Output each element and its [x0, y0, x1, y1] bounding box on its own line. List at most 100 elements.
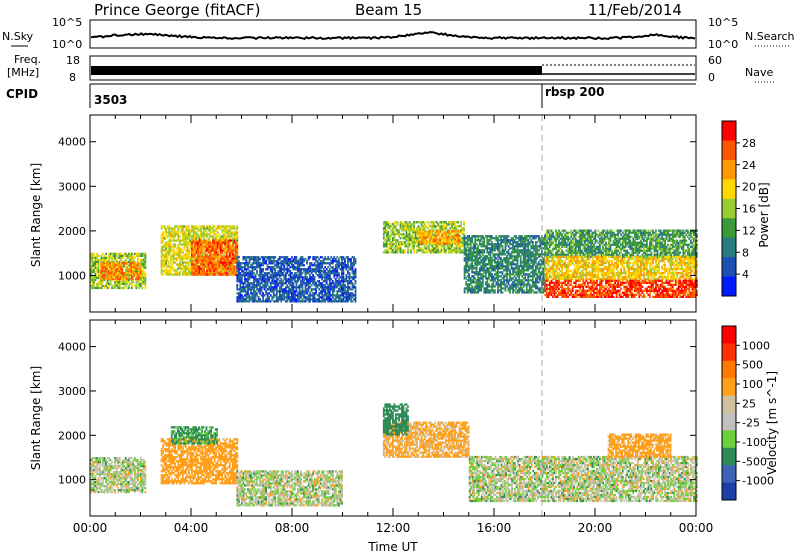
data-cell [306, 288, 308, 291]
data-cell [192, 241, 195, 244]
data-cell [184, 257, 187, 260]
data-cell [336, 260, 339, 263]
data-cell [253, 282, 255, 285]
data-cell [336, 262, 339, 265]
data-cell [334, 282, 337, 285]
data-cell [390, 251, 393, 254]
data-cell [461, 245, 464, 248]
data-cell [512, 273, 514, 276]
data-cell [219, 243, 222, 246]
data-cell [272, 288, 275, 291]
data-cell [487, 259, 490, 262]
data-cell [307, 280, 310, 283]
data-cell [207, 225, 210, 228]
data-cell [171, 265, 174, 268]
data-cell [429, 251, 432, 254]
data-cell [494, 269, 496, 272]
data-cell [115, 284, 118, 288]
data-cell [472, 253, 475, 256]
nsearch-label: N.Search [745, 30, 795, 43]
data-cell [330, 288, 333, 291]
data-cell [171, 249, 174, 252]
data-cell [402, 243, 405, 246]
data-cell [324, 290, 327, 293]
data-cell [254, 298, 257, 301]
data-cell [141, 258, 144, 261]
data-cell [100, 256, 103, 259]
data-cell [218, 241, 221, 244]
data-cell [494, 255, 496, 258]
data-cell [135, 254, 138, 257]
data-cell [274, 286, 277, 289]
data-cell [96, 276, 98, 280]
data-cell [513, 281, 516, 284]
data-cell [405, 223, 408, 226]
data-cell [213, 259, 216, 262]
data-cell [94, 278, 97, 282]
data-cell [188, 233, 190, 236]
data-cell [402, 223, 405, 226]
data-cell [189, 245, 192, 248]
data-cell [283, 294, 286, 297]
data-cell [125, 275, 128, 279]
data-cell [309, 264, 311, 267]
data-cell [188, 227, 190, 230]
data-cell [197, 249, 199, 252]
data-cell [298, 290, 301, 293]
data-cell [93, 284, 95, 288]
data-cell [90, 256, 92, 259]
data-cell [468, 253, 470, 256]
data-cell [130, 278, 133, 282]
data-cell [225, 229, 228, 232]
data-cell [342, 282, 345, 285]
data-cell [191, 261, 193, 264]
data-cell [512, 237, 514, 240]
data-cell [251, 288, 254, 291]
data-cell [354, 268, 357, 271]
data-cell [417, 249, 420, 252]
data-cell [234, 241, 237, 244]
date-label: 11/Feb/2014 [588, 1, 682, 19]
data-cell [216, 245, 219, 248]
data-cell [477, 247, 480, 250]
data-cell [457, 242, 460, 245]
data-cell [113, 273, 116, 277]
data-cell [385, 225, 388, 228]
data-cell [310, 288, 313, 291]
data-cell [112, 254, 115, 257]
data-cell [312, 270, 314, 273]
data-cell [213, 253, 216, 256]
data-cell [250, 298, 252, 301]
data-cell [203, 259, 205, 262]
data-cell [336, 264, 339, 267]
data-cell [177, 237, 180, 240]
data-cell [433, 238, 436, 241]
data-cell [192, 251, 195, 254]
data-cell [509, 269, 511, 272]
data-cell [416, 239, 418, 242]
data-cell [253, 256, 255, 259]
data-cell [256, 284, 258, 287]
data-cell [390, 241, 393, 244]
data-cell [177, 271, 180, 274]
data-cell [213, 257, 216, 260]
data-cell [124, 280, 127, 284]
data-cell [426, 221, 429, 224]
data-cell [318, 294, 321, 297]
data-cell [241, 262, 243, 265]
data-cell [396, 231, 399, 234]
data-cell [241, 266, 243, 269]
data-cell [169, 259, 172, 262]
data-cell [518, 267, 520, 270]
data-cell [203, 235, 205, 238]
data-cell [234, 231, 237, 234]
data-cell [294, 292, 296, 295]
data-cell [395, 227, 397, 230]
data-cell [116, 277, 119, 281]
data-cell [448, 223, 450, 226]
data-cell [213, 265, 216, 268]
data-cell [224, 261, 227, 264]
data-cell [411, 235, 414, 238]
data-cell [189, 241, 192, 244]
data-cell [338, 298, 340, 301]
